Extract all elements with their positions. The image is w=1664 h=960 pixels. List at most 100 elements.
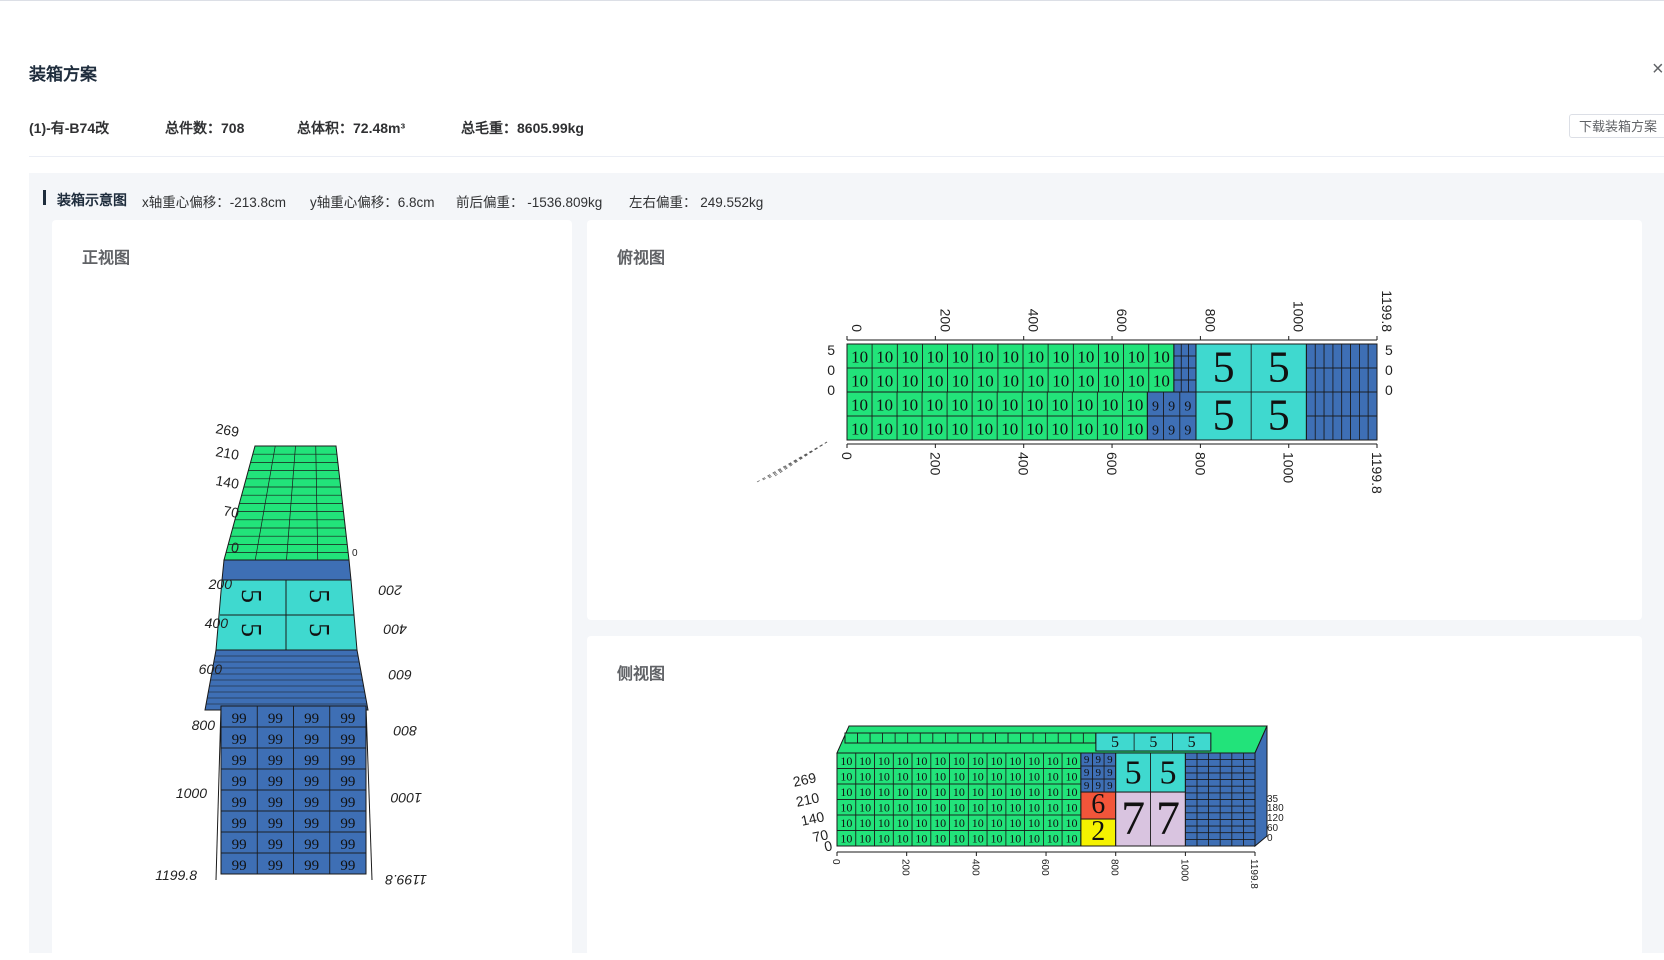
- side-green-label: 10: [1028, 785, 1040, 799]
- top-length-tick: 400: [1016, 452, 1032, 476]
- front-nine-label: 99: [232, 774, 247, 790]
- side-height-tick: 70: [811, 826, 830, 845]
- side-green-label: 10: [972, 801, 984, 815]
- front-nine-label: 99: [268, 753, 283, 769]
- top-perspective-line: [774, 441, 828, 477]
- top-side-tick-right: 5: [1385, 342, 1393, 358]
- side-green-label: 10: [859, 754, 871, 768]
- side-green-label: 10: [953, 770, 965, 784]
- top-green-label: 10: [1051, 420, 1068, 439]
- top-side-tick-left: 5: [827, 342, 835, 358]
- top-green-label: 10: [1103, 372, 1120, 391]
- front-length-tick: 200: [208, 576, 233, 592]
- side-green-label: 10: [953, 816, 965, 830]
- top-green-label: 10: [851, 420, 868, 439]
- top-length-tick: 1199.8: [1379, 290, 1395, 332]
- front-nine-label: 99: [340, 753, 355, 769]
- side-width-tick: 0: [1267, 833, 1273, 844]
- top-green-label: 10: [851, 348, 868, 367]
- front-nine-label: 99: [304, 753, 319, 769]
- side-length-tick: 1000: [1178, 859, 1189, 882]
- top-green-label: 10: [901, 420, 918, 439]
- side-green-label: 10: [1065, 770, 1077, 784]
- top-green-label: 10: [1126, 420, 1143, 439]
- section-marker: [43, 190, 46, 205]
- side-green-label: 10: [1009, 801, 1021, 815]
- side-green-label: 10: [1009, 785, 1021, 799]
- top-green-label: 10: [1076, 396, 1093, 415]
- top-nine-label: 9: [1152, 424, 1159, 439]
- top-green-label: 10: [851, 372, 868, 391]
- top-nine-label: 9: [1184, 424, 1191, 439]
- side-length-tick: 1199.8: [1248, 859, 1259, 889]
- side-green-label: 10: [897, 816, 909, 830]
- top-nine-label: 9: [1184, 400, 1191, 415]
- top-green-label: 10: [1077, 372, 1094, 391]
- front-nine-label: 99: [304, 732, 319, 748]
- front-height-tick: 70: [222, 502, 240, 520]
- front-nine-label: 99: [232, 837, 247, 853]
- side-green-label: 10: [915, 754, 927, 768]
- top-green-label: 10: [977, 372, 994, 391]
- side-top-teal-label: 5: [1111, 734, 1119, 751]
- front-box-label: 5: [303, 623, 334, 637]
- front-nine-label: 99: [340, 858, 355, 874]
- side-green-label: 10: [1009, 770, 1021, 784]
- side-length-tick: 800: [1109, 859, 1120, 876]
- front-nine-label: 99: [304, 711, 319, 727]
- side-green-label: 10: [897, 785, 909, 799]
- front-nine-label: 99: [232, 732, 247, 748]
- side-view-title: 侧视图: [617, 666, 666, 683]
- top-length-tick: 0: [839, 452, 855, 460]
- top-green-label: 10: [1026, 396, 1043, 415]
- top-side-tick-left: 0: [827, 362, 835, 378]
- side-green-label: 10: [840, 754, 852, 768]
- top-green-label: 10: [1027, 348, 1044, 367]
- front-top-col: [254, 445, 276, 561]
- front-nine-cell: [329, 852, 367, 875]
- top-green-label: 10: [876, 372, 893, 391]
- side-nine-label: 9: [1096, 780, 1102, 792]
- top-green-label: 10: [1051, 396, 1068, 415]
- side-blue-right-cell: [1243, 839, 1256, 847]
- side-green-label: 10: [840, 801, 852, 815]
- front-length-tick: 800: [192, 717, 216, 733]
- side-green-label: 10: [1065, 785, 1077, 799]
- side-green-label: 10: [972, 754, 984, 768]
- side-green-label: 10: [859, 816, 871, 830]
- top-green-label: 10: [1101, 396, 1118, 415]
- side-green-label: 10: [1065, 816, 1077, 830]
- top-green-label: 10: [1126, 396, 1143, 415]
- top-green-label: 10: [926, 396, 943, 415]
- side-green-label: 10: [878, 785, 890, 799]
- front-height-tick: 140: [214, 472, 240, 492]
- side-green-label: 10: [1028, 816, 1040, 830]
- front-nine-label: 99: [232, 816, 247, 832]
- side-teal-label: 5: [1125, 754, 1142, 791]
- front-nine-label: 99: [340, 774, 355, 790]
- side-green-label: 10: [859, 785, 871, 799]
- front-length-tick-mirror: 800: [393, 723, 417, 739]
- side-view-card: 侧视图 5 5 5 10 10 10 10 10 10 10 10 10 10 10 10 10 10 10 10 1…: [587, 636, 1642, 956]
- top-green-label: 10: [1001, 420, 1018, 439]
- front-nine-label: 99: [304, 816, 319, 832]
- front-nine-label: 99: [304, 795, 319, 811]
- side-green-label: 10: [897, 770, 909, 784]
- top-teal-label: 5: [1213, 342, 1235, 391]
- divider: [29, 156, 1664, 157]
- top-green-label: 10: [976, 420, 993, 439]
- close-icon[interactable]: ×: [1652, 58, 1664, 80]
- side-green-label: 10: [1009, 754, 1021, 768]
- top-green-label: 10: [1052, 372, 1069, 391]
- front-height-tick-right: 0: [352, 548, 358, 559]
- side-green-label: 10: [990, 816, 1002, 830]
- side-green-label: 10: [1047, 754, 1059, 768]
- download-plan-button[interactable]: 下载装箱方案: [1569, 114, 1664, 138]
- front-length-tick-mirror: 600: [388, 667, 412, 683]
- side-green-label: 10: [840, 832, 852, 846]
- top-green-label: 10: [927, 372, 944, 391]
- side-green-label: 10: [990, 785, 1002, 799]
- side-length-tick: 0: [830, 859, 841, 865]
- top-nine-label: 9: [1152, 400, 1159, 415]
- top-green-label: 10: [1052, 348, 1069, 367]
